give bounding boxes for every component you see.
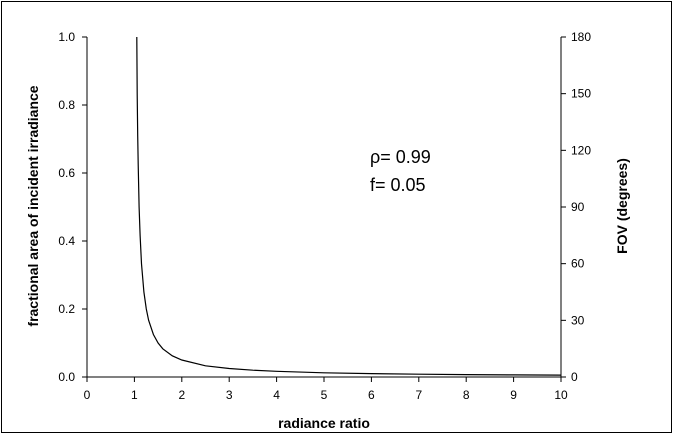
x-tick-label: 10 xyxy=(554,388,568,402)
x-tick-label: 8 xyxy=(463,388,470,402)
right-y-tick-label: 0 xyxy=(571,370,578,384)
x-tick-label: 6 xyxy=(368,388,375,402)
left-y-tick-label: 0.6 xyxy=(58,166,75,180)
right-y-tick-label: 30 xyxy=(571,313,585,327)
annotation-rho: ρ= 0.99 xyxy=(370,147,431,167)
plot-area xyxy=(136,36,562,376)
x-tick-label: 4 xyxy=(273,388,280,402)
left-y-tick-label: 1.0 xyxy=(58,30,75,44)
x-tick-label: 5 xyxy=(321,388,328,402)
right-y-tick-label: 120 xyxy=(571,143,591,157)
right-axis-title: FOV (degrees) xyxy=(614,158,630,254)
left-y-tick-label: 0.4 xyxy=(58,234,75,248)
left-axis-title: fractional area of incident irradiance xyxy=(25,85,41,326)
left-y-tick-label: 0.2 xyxy=(58,302,75,316)
x-tick-label: 3 xyxy=(226,388,233,402)
x-tick-label: 7 xyxy=(415,388,422,402)
x-tick-label: 0 xyxy=(84,388,91,402)
x-tick-label: 2 xyxy=(178,388,185,402)
x-tick-label: 1 xyxy=(131,388,138,402)
right-y-tick-label: 90 xyxy=(571,200,585,214)
annotation-f: f= 0.05 xyxy=(370,175,426,195)
left-y-tick-label: 0.8 xyxy=(58,98,75,112)
right-y-tick-label: 150 xyxy=(571,87,591,101)
right-y-tick-label: 180 xyxy=(571,30,591,44)
axes: 0 1 2 3 4 5 6 7 8 9 10 0.0 0.2 0.4 0.6 0.8 1.0 0 30 60 90 120… xyxy=(58,30,591,402)
left-y-tick-label: 0.0 xyxy=(58,370,75,384)
x-tick-label: 9 xyxy=(510,388,517,402)
series-line-0 xyxy=(136,36,562,376)
right-y-tick-label: 60 xyxy=(571,257,585,271)
x-axis-title: radiance ratio xyxy=(278,415,370,431)
